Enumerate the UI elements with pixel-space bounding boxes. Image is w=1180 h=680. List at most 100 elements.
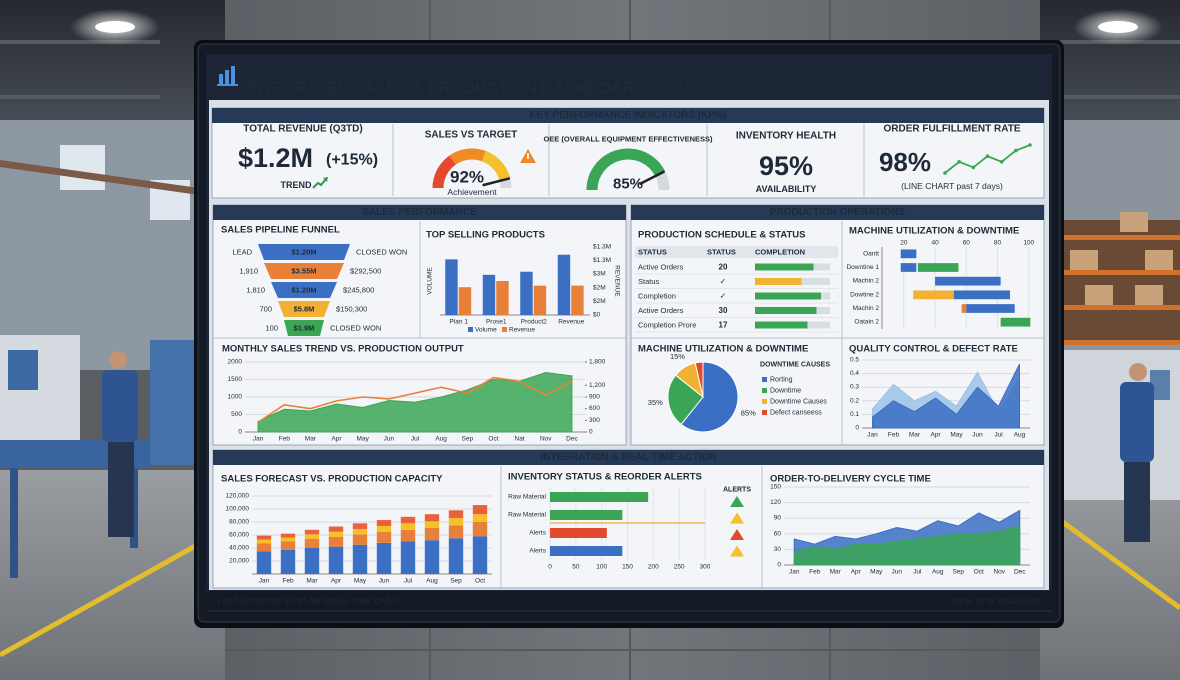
worker-legs xyxy=(1124,462,1150,542)
x-tick-label: Mar xyxy=(306,578,318,585)
x-tick-label: Aug xyxy=(435,436,447,443)
x-tick-label: Jan xyxy=(789,569,800,576)
bar-segment xyxy=(376,525,392,532)
y2-tick-label: 600 xyxy=(589,405,600,412)
y-axis-label: VOLUME xyxy=(427,267,434,295)
chart-title: SALES FORECAST VS. PRODUCTION CAPACITY xyxy=(221,474,443,485)
bar-segment xyxy=(304,538,320,548)
gantt-bar xyxy=(1000,317,1031,327)
bar-segment xyxy=(328,546,344,574)
series-area xyxy=(257,371,573,433)
bar-segment xyxy=(424,521,440,528)
bar-segment xyxy=(400,523,416,530)
gauge-label: 92% xyxy=(450,168,484,187)
beam xyxy=(0,95,160,99)
kpi-change: (+15%) xyxy=(326,152,378,169)
y-tick-label: 20,000 xyxy=(229,558,249,565)
section-title: SALES PERFORMANCE xyxy=(362,207,477,218)
box xyxy=(1070,250,1098,270)
x-tick-label: Apr xyxy=(331,578,342,585)
row-label: Oantt xyxy=(863,250,879,257)
bar-segment xyxy=(328,526,344,532)
legend-swatch xyxy=(762,377,767,382)
table-cell: Completion xyxy=(638,292,676,301)
box xyxy=(1145,250,1173,270)
x-tick-label: Apr xyxy=(930,432,941,439)
table-title: PRODUCTION SCHEDULE & STATUS xyxy=(638,230,805,241)
y2-tick-label: $2M xyxy=(593,298,606,305)
x-tick-label: 150 xyxy=(622,564,633,571)
bar xyxy=(571,285,584,315)
y-tick-label: Raw Material xyxy=(508,512,546,519)
x-tick-label: Aug xyxy=(426,578,438,585)
kpi-value: $1.2M xyxy=(238,143,313,173)
chart-title: SALES PIPELINE FUNNEL xyxy=(221,225,340,236)
pie-label: 15% xyxy=(670,352,685,361)
header-title: INTEGRATED SALES & PRODUCTION DASHBOARD xyxy=(246,79,646,98)
x-tick-label: 200 xyxy=(648,564,659,571)
kpi-label: INVENTORY HEALTH xyxy=(736,131,836,142)
y2-tick-label: $1.3M xyxy=(593,257,611,264)
x-tick-label: Mar xyxy=(830,569,842,576)
bar-segment xyxy=(304,534,320,539)
bar-segment xyxy=(280,549,296,574)
bar-segment xyxy=(448,525,464,539)
trend-arrow-head xyxy=(323,177,328,182)
kpi-label: ORDER FULFILLMENT RATE xyxy=(883,124,1020,135)
funnel-left: 1,810 xyxy=(246,286,265,295)
kpi-label: TOTAL REVENUE (Q3TD) xyxy=(243,124,362,135)
gantt-bar xyxy=(953,290,1011,300)
table-header: STATUS xyxy=(638,248,667,257)
gauge-needle xyxy=(639,170,665,185)
kpi-note: (LINE CHART past 7 days) xyxy=(901,181,1003,191)
gantt-bar xyxy=(900,249,917,259)
gantt-bar xyxy=(900,263,917,272)
table-header-bg xyxy=(635,246,838,258)
x-tick-label: Sep xyxy=(462,436,474,443)
bar xyxy=(550,492,649,502)
shelf-beam xyxy=(1062,235,1180,240)
y2-tick-label: $0 xyxy=(593,312,601,319)
y-tick-label: 0 xyxy=(238,429,242,436)
box xyxy=(1085,285,1113,305)
completion-bar xyxy=(755,263,814,271)
shelf-beam xyxy=(1062,340,1180,345)
y-tick-label: 100,000 xyxy=(226,506,250,513)
funnel-value: $1.20M xyxy=(291,286,316,295)
x-tick-label: Jun xyxy=(892,569,903,576)
chart-title: MACHINE UTILIZATION & DOWNTIME xyxy=(849,226,1019,237)
x-tick-label: Jul xyxy=(404,578,413,585)
legend-label: Rorting xyxy=(770,377,793,384)
chart-title: MONTHLY SALES TREND VS. PRODUCTION OUTPU… xyxy=(222,344,464,355)
sparkline-point xyxy=(957,160,961,164)
y-tick-label: Raw Material xyxy=(508,494,546,501)
bar-segment xyxy=(424,527,440,541)
funnel-right: $292,500 xyxy=(350,267,381,276)
y2-tick-label: $2M xyxy=(593,284,606,291)
y-tick-label: 150 xyxy=(770,484,781,491)
bar-segment xyxy=(376,520,392,526)
alert-icon xyxy=(730,512,744,524)
row-label: Machin 2 xyxy=(853,278,880,285)
gauge-fill xyxy=(449,148,486,165)
y-tick-label: 120 xyxy=(770,499,781,506)
x-tick-label: Dec xyxy=(566,436,578,443)
funnel-stage xyxy=(271,282,337,298)
x-tick-label: Nov xyxy=(993,569,1005,576)
sparkline-point xyxy=(1028,143,1032,147)
bar-segment xyxy=(280,533,296,538)
legend-swatch xyxy=(468,327,473,332)
x-tick-label: Nat xyxy=(515,436,525,443)
chart-title: INVENTORY STATUS & REORDER ALERTS xyxy=(508,472,702,483)
gauge-fill xyxy=(432,155,457,189)
y-tick-label: 0.2 xyxy=(850,397,859,404)
x-tick-label: Jun xyxy=(379,578,390,585)
funnel-right: $150,300 xyxy=(336,305,367,314)
legend-swatch xyxy=(762,410,767,415)
x-tick-label: 100 xyxy=(1023,240,1034,247)
bar xyxy=(550,546,623,556)
y2-tick-label: 900 xyxy=(589,394,600,401)
footer-user: USER: SITE MANAGER xyxy=(947,596,1040,606)
gantt-bar xyxy=(913,290,954,300)
x-tick-label: 50 xyxy=(572,564,580,571)
